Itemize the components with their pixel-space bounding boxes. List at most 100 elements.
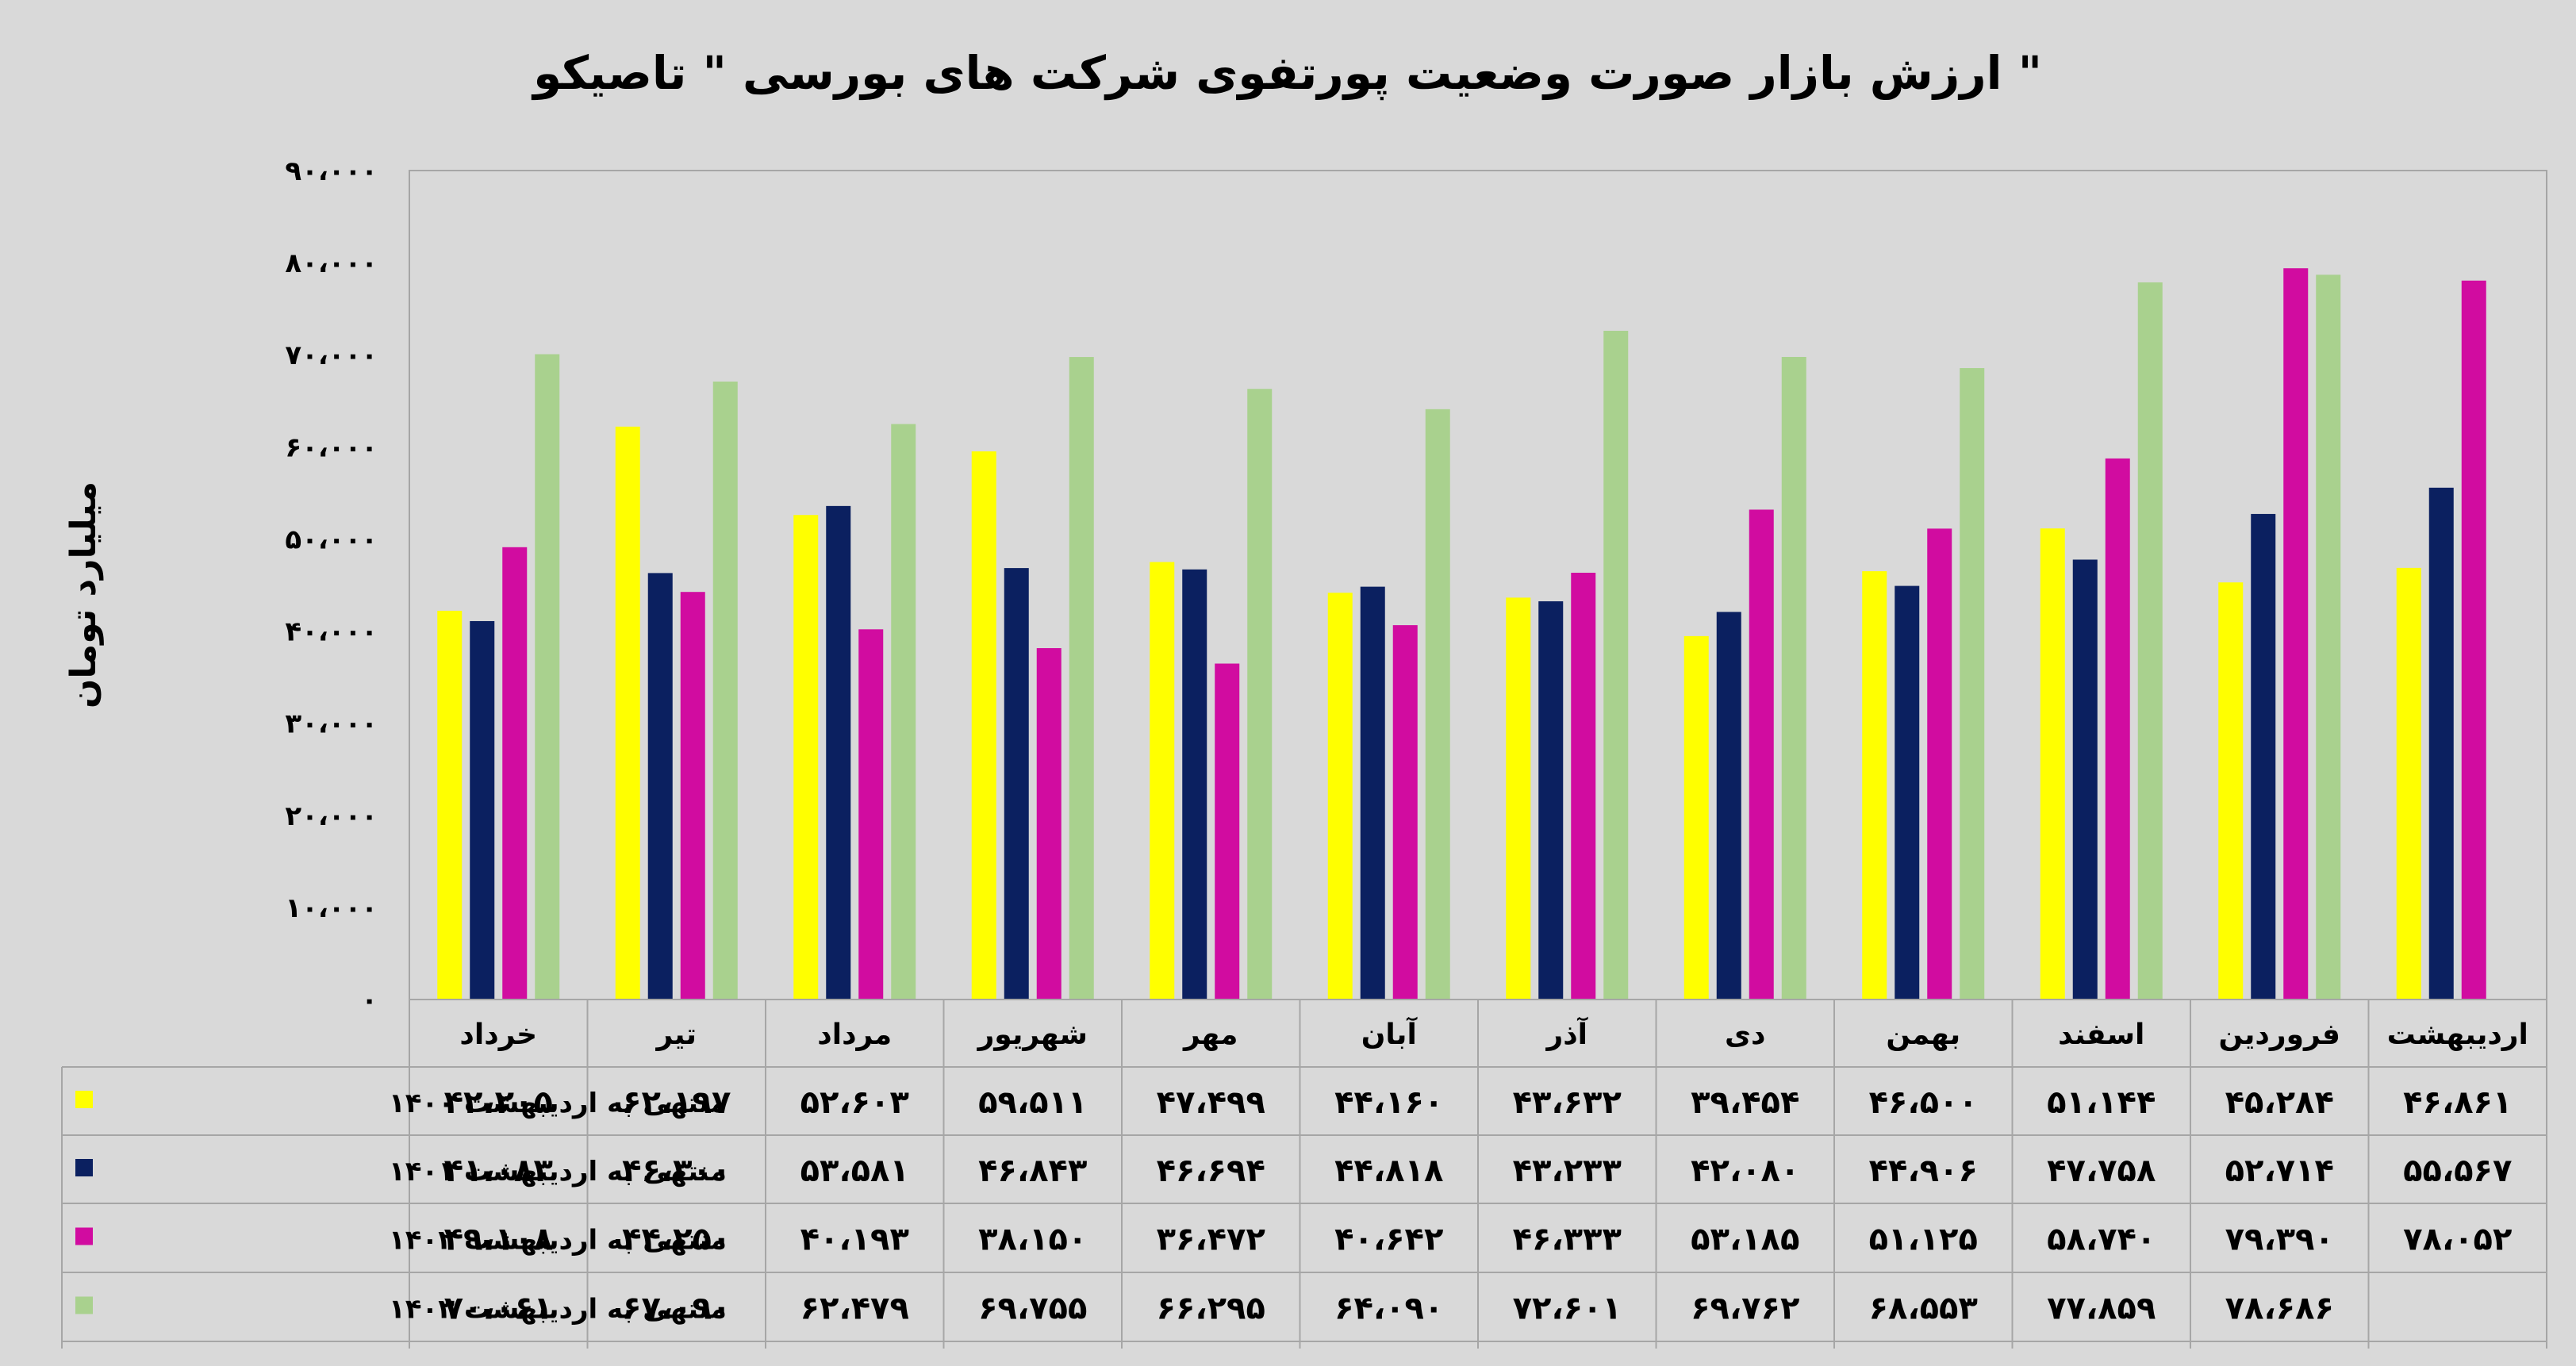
- category-label: تیر: [655, 1019, 697, 1051]
- data-label: ۶۹،۷۵۵: [978, 1291, 1087, 1327]
- legend-key-4: [75, 1296, 93, 1314]
- y-tick-label: ۲۰،۰۰۰: [285, 800, 378, 832]
- bar-series-3: [680, 592, 705, 1000]
- y-tick-label: ۰: [361, 984, 378, 1016]
- bar-series-4: [2137, 282, 2163, 1000]
- bar-series-3: [2283, 268, 2309, 1000]
- bar-series-4: [1960, 368, 1985, 1000]
- bar-series-4: [1781, 356, 1806, 1000]
- data-label: ۴۴،۲۵۰: [622, 1222, 731, 1258]
- data-label: ۵۹،۵۱۱: [978, 1084, 1087, 1121]
- y-tick-label: ۷۰،۰۰۰: [285, 340, 378, 371]
- bar-series-1: [793, 515, 819, 1000]
- bar-series-1: [1150, 562, 1175, 1000]
- data-label: ۵۸،۷۴۰: [2047, 1222, 2156, 1258]
- legend-key-2: [75, 1159, 93, 1176]
- data-table: خرداد تیر مرداد شهریور مهر آبان آذر دی بهمن اسفند…: [61, 999, 2547, 1349]
- data-label: ۴۶،۸۴۳: [978, 1153, 1087, 1189]
- y-tick-label: ۴۰،۰۰۰: [285, 616, 378, 648]
- category-label: خرداد: [459, 1019, 537, 1051]
- data-label: ۴۷،۷۵۸: [2047, 1153, 2156, 1189]
- y-tick-label: ۳۰،۰۰۰: [285, 708, 378, 740]
- bar-series-2: [470, 620, 495, 1000]
- bar-series-3: [1392, 625, 1418, 1000]
- bar-series-3: [2105, 458, 2130, 1000]
- data-label: ۳۸،۱۵۰: [978, 1222, 1087, 1258]
- data-label: ۷۰،۰۶۱: [444, 1291, 553, 1327]
- data-label: ۴۳،۶۳۲: [1513, 1084, 1622, 1121]
- data-label: ۴۴،۸۱۸: [1334, 1153, 1443, 1189]
- bar-series-4: [1603, 331, 1629, 1000]
- legend-label: منتهی به اردیبهشت ۱۴۰۰: [389, 1088, 727, 1119]
- data-label: ۴۶،۵۰۰: [1869, 1084, 1978, 1121]
- bar-series-2: [2072, 559, 2098, 1000]
- y-tick-label: ۹۰،۰۰۰: [285, 155, 378, 187]
- data-label: ۷۸،۶۸۶: [2225, 1291, 2334, 1327]
- data-label: ۴۴،۹۰۶: [1869, 1153, 1978, 1189]
- y-tick-label: ۱۰،۰۰۰: [285, 892, 378, 924]
- data-label: ۶۹،۷۶۲: [1691, 1291, 1799, 1327]
- data-label: ۴۵،۲۸۴: [2225, 1084, 2334, 1121]
- data-label: ۵۲،۷۱۴: [2225, 1153, 2334, 1189]
- bar-series-3: [1927, 528, 1952, 1000]
- data-label: ۶۴،۰۹۰: [1334, 1291, 1443, 1327]
- bar-series-1: [1327, 593, 1353, 1000]
- category-label: آبان: [1361, 1016, 1419, 1051]
- legend-key-1: [75, 1091, 93, 1108]
- y-tick-label: ۸۰،۰۰۰: [285, 247, 378, 279]
- category-label: اردیبهشت: [2387, 1019, 2528, 1051]
- bar-series-3: [1749, 509, 1774, 1000]
- bar-series-4: [2316, 274, 2341, 1000]
- bar-series-2: [1182, 569, 1207, 1000]
- category-label: شهریور: [977, 1019, 1088, 1051]
- data-label: ۴۲،۲۰۵: [444, 1084, 553, 1121]
- data-label: ۷۸،۰۵۲: [2403, 1222, 2512, 1258]
- data-label: ۷۷،۸۵۹: [2047, 1291, 2156, 1327]
- bar-series-4: [1069, 357, 1094, 1000]
- chart-title: ارزش بازار صورت وضعیت پورتفوی شرکت های ب…: [531, 46, 2042, 101]
- bar-series-4: [535, 354, 560, 1000]
- category-label: فروردین: [2219, 1019, 2340, 1051]
- bar-series-2: [647, 573, 673, 1000]
- data-label: ۷۲،۶۰۱: [1513, 1291, 1622, 1327]
- data-label: ۴۰،۱۹۳: [800, 1222, 909, 1258]
- data-label: ۴۲،۰۸۰: [1691, 1153, 1799, 1189]
- bar-series-2: [1360, 586, 1385, 1000]
- y-tick-label: ۵۰،۰۰۰: [285, 524, 378, 555]
- data-label: ۵۲،۶۰۳: [800, 1084, 909, 1121]
- data-label: ۵۳،۱۸۵: [1691, 1222, 1799, 1258]
- data-label: ۴۶،۳۰۰: [622, 1153, 731, 1189]
- data-label: ۴۳،۲۳۳: [1513, 1153, 1622, 1189]
- data-label: ۴۰،۶۴۲: [1334, 1222, 1443, 1258]
- bar-series-3: [1571, 573, 1596, 1000]
- data-label: ۴۶،۶۹۴: [1157, 1153, 1265, 1189]
- bar-series-4: [891, 424, 916, 1000]
- bar-series-3: [858, 629, 884, 1000]
- y-axis-label: میلیارد تومان: [63, 482, 104, 708]
- data-label: ۶۶،۲۹۵: [1157, 1291, 1265, 1327]
- data-label: ۴۱،۰۸۳: [444, 1153, 553, 1189]
- legend-label: منتهی به اردیبهشت ۱۴۰۳: [389, 1294, 727, 1326]
- data-label: ۵۱،۱۴۴: [2047, 1084, 2156, 1121]
- bar-series-4: [712, 382, 738, 1000]
- category-label: مهر: [1182, 1019, 1238, 1051]
- bar-series-1: [2218, 582, 2244, 1000]
- data-label: ۳۹،۴۵۴: [1691, 1084, 1799, 1121]
- data-label: ۵۵،۵۶۷: [2403, 1153, 2512, 1189]
- legend-label: منتهی به اردیبهشت ۱۴۰۲: [389, 1225, 727, 1257]
- bar-series-4: [1425, 409, 1450, 1000]
- data-label: ۴۹،۱۰۸: [444, 1222, 553, 1258]
- bar-series-2: [826, 505, 851, 1000]
- bar-series-1: [2396, 567, 2421, 1000]
- data-label: ۴۶،۸۶۱: [2403, 1084, 2512, 1121]
- bar-series-3: [2461, 280, 2486, 1000]
- legend-key-3: [75, 1227, 93, 1245]
- bar-series-1: [1862, 571, 1887, 1000]
- category-label: مرداد: [817, 1019, 892, 1051]
- bar-series-1: [971, 451, 996, 1000]
- data-label: ۶۷،۰۹۰: [622, 1291, 731, 1327]
- category-label: دی: [1725, 1019, 1765, 1051]
- bar-series-3: [1215, 663, 1240, 1000]
- bar-series-1: [437, 610, 463, 1000]
